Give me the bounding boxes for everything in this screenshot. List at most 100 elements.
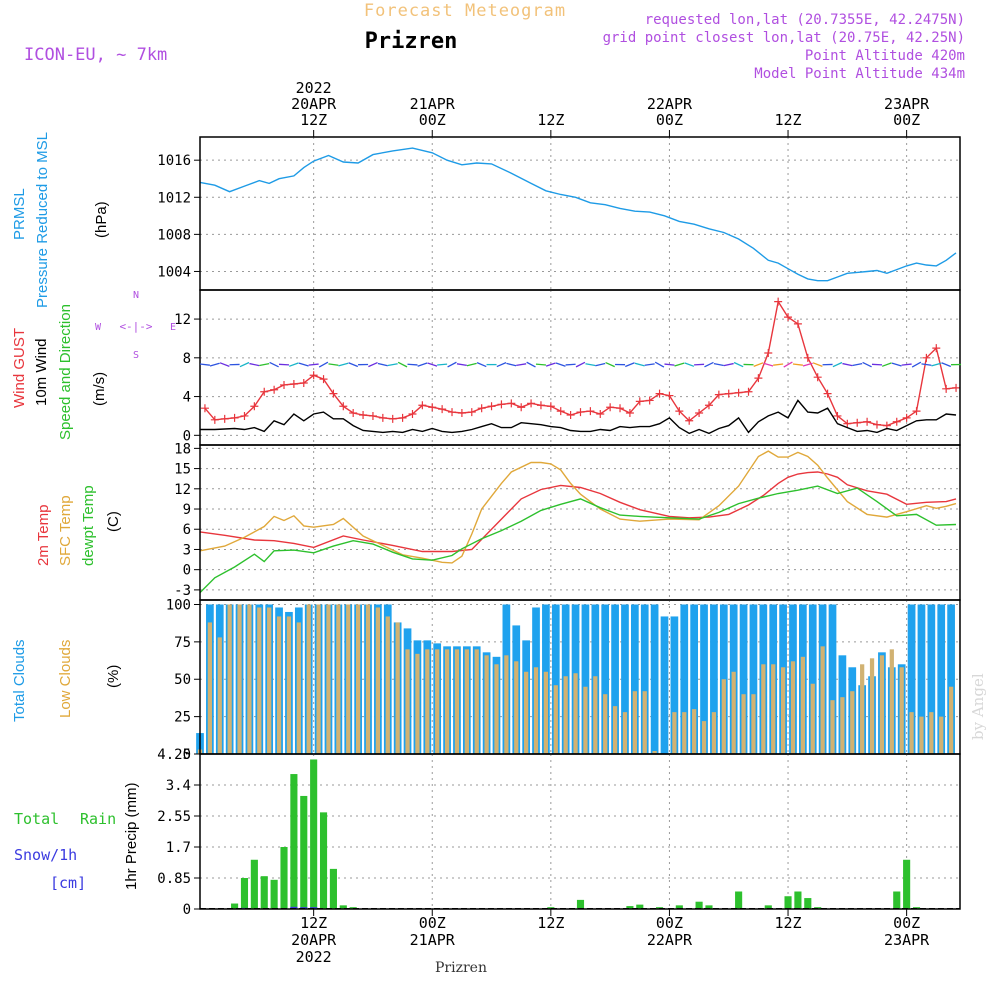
gust-marker: [200, 404, 209, 413]
rain-bar: [250, 859, 258, 909]
low-cloud-bar: [652, 751, 657, 754]
temp-sfc-label: SFC Temp: [57, 495, 74, 566]
wind-arrow: [852, 363, 863, 367]
gust-marker: [536, 401, 545, 410]
rain-bar: [300, 795, 308, 909]
low-cloud-bar: [444, 649, 450, 754]
wind-arrow: [239, 361, 250, 368]
gust-marker: [240, 411, 249, 420]
series-line-dewpt-temp: [199, 485, 957, 594]
wind-arrow: [496, 362, 507, 368]
wind-arrow: [694, 363, 705, 366]
time-label-top: 20APR: [291, 95, 337, 113]
footer-station: Prizren: [435, 960, 487, 976]
total-cloud-bar: [749, 604, 758, 754]
gust-marker: [378, 413, 387, 422]
wind-arrow: [298, 362, 309, 367]
panel-labels: PRMSL Pressure Reduced to MSL (hPa) Wind…: [11, 132, 140, 892]
rain-bar: [705, 905, 713, 909]
y-tick-label: 4: [183, 390, 191, 406]
compass-south: S: [133, 350, 139, 361]
wind-arrow: [575, 361, 586, 368]
low-cloud-bar: [435, 649, 440, 754]
wind-arrow: [308, 363, 319, 366]
total-cloud-bar: [828, 604, 837, 754]
low-cloud-bar: [741, 694, 746, 754]
time-label-top: 00Z: [656, 111, 683, 129]
gust-marker: [280, 380, 289, 389]
rain-bar: [547, 907, 555, 909]
wind-gust-label: Wind GUST: [11, 328, 28, 408]
wind-arrow: [545, 362, 556, 367]
low-cloud-bar: [860, 664, 865, 754]
wind-arrow: [733, 361, 744, 368]
gust-marker: [250, 402, 259, 411]
low-cloud-bar: [810, 683, 815, 754]
y-tick-label: 1016: [157, 153, 191, 169]
total-cloud-bar: [907, 604, 916, 754]
rain-bar: [675, 905, 683, 909]
total-rain-label-a: Total: [14, 810, 59, 828]
low-cloud-bar: [286, 616, 292, 754]
low-cloud-bar: [682, 712, 687, 754]
rain-bar: [339, 905, 347, 909]
y-tick-label: 18: [174, 441, 191, 457]
rain-bar: [260, 876, 268, 909]
wind-arrow: [763, 362, 774, 367]
wind-arrow: [585, 363, 596, 367]
snow-bar: [290, 906, 298, 909]
clouds-unit-label: (%): [105, 665, 122, 688]
time-label-bottom: 00Z: [893, 914, 920, 932]
rain-bar: [319, 812, 328, 909]
rain-bar: [310, 759, 318, 909]
wind-arrow: [931, 362, 942, 367]
gust-marker: [863, 417, 872, 426]
gust-marker: [230, 413, 239, 422]
model-altitude: Model Point Altitude 434m: [754, 66, 965, 82]
low-cloud-bar: [276, 616, 282, 754]
low-cloud-bar: [731, 671, 736, 754]
low-cloud-bar: [692, 709, 697, 754]
time-label-top: 00Z: [419, 111, 446, 129]
wind-arrow: [506, 362, 517, 367]
low-cloud-bar: [632, 691, 637, 754]
rain-bar: [576, 899, 585, 909]
low-cloud-bar: [247, 604, 252, 754]
gust-marker: [853, 418, 862, 427]
y-tick-label: 100: [166, 597, 191, 613]
low-cloud-bar: [780, 667, 786, 754]
total-cloud-bar: [601, 604, 610, 754]
low-cloud-bar: [267, 607, 272, 754]
low-cloud-bar: [425, 649, 430, 754]
wind-arrow: [516, 363, 527, 367]
time-label-bottom: 20APR: [291, 931, 337, 949]
gridpoint-coordinates: grid point closest lon,lat (20.75E, 42.2…: [603, 30, 965, 46]
wind-arrow: [259, 363, 270, 367]
gust-marker: [359, 410, 368, 419]
y-tick-label: 12: [174, 482, 191, 498]
wind-10m-label: 10m Wind: [33, 338, 50, 406]
low-cloud-bar: [879, 655, 885, 754]
wind-dir-label: Speed and Direction: [57, 304, 74, 440]
gust-marker: [744, 387, 753, 396]
wind-arrow: [881, 362, 892, 367]
temp-unit-label: (C): [105, 511, 122, 532]
gust-marker: [922, 353, 931, 362]
panel-clouds: 0 25 50 75 100: [166, 597, 961, 763]
wind-arrow: [832, 361, 843, 368]
wind-arrow: [871, 363, 883, 366]
low-cloud-bar: [553, 685, 558, 754]
low-cloud-bar: [830, 700, 835, 754]
total-cloud-bar: [680, 604, 689, 754]
wind-arrow: [466, 362, 477, 367]
wind-arrow: [704, 361, 714, 368]
gust-marker: [517, 403, 526, 412]
time-label-top: 12Z: [300, 111, 327, 129]
low-cloud-bar: [365, 604, 371, 754]
wind-arrow: [476, 362, 487, 368]
low-cloud-bar: [593, 676, 598, 754]
total-cloud-bar: [621, 604, 629, 754]
low-cloud-bar: [751, 694, 756, 754]
rain-bar: [626, 906, 634, 909]
time-label-bottom: 22APR: [647, 931, 693, 949]
